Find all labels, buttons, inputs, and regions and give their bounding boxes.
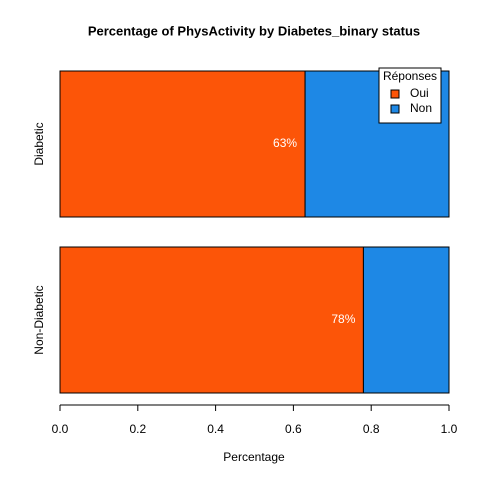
x-tick-label: 0.8 — [363, 422, 380, 436]
legend-label: Non — [410, 101, 432, 115]
data-label: 78% — [331, 312, 355, 326]
legend-swatch — [390, 89, 400, 99]
bar-segment — [59, 70, 306, 218]
x-tick-label: 1.0 — [441, 422, 458, 436]
legend-box — [378, 67, 442, 124]
y-tick-label: Diabetic — [32, 122, 46, 165]
x-tick-label: 0.0 — [52, 422, 69, 436]
x-tick-label: 0.6 — [285, 422, 302, 436]
legend-label: Oui — [410, 86, 429, 100]
x-tick-label: 0.4 — [207, 422, 224, 436]
legend-title: Réponses — [383, 69, 437, 83]
x-tick-label: 0.2 — [129, 422, 146, 436]
bar-segment — [59, 246, 364, 394]
x-axis-label: Percentage — [223, 450, 285, 464]
y-tick-label: Non-Diabetic — [32, 285, 46, 354]
bar-segment — [362, 246, 450, 394]
chart-title: Percentage of PhysActivity by Diabetes_b… — [88, 23, 420, 38]
data-label: 63% — [273, 136, 297, 150]
legend-swatch — [390, 104, 400, 114]
